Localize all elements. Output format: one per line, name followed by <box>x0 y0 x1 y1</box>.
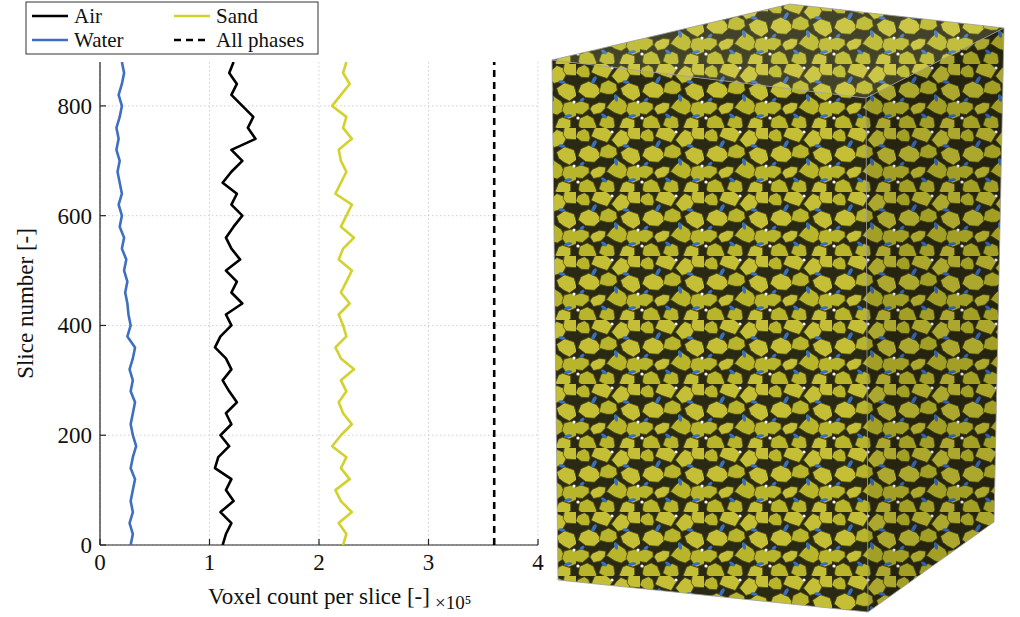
legend-label: Sand <box>216 4 259 28</box>
y-grid-line <box>100 435 538 436</box>
series-line <box>215 62 256 545</box>
x-grid-line <box>100 62 101 545</box>
y-tick <box>100 105 106 106</box>
x-grid-line <box>538 62 539 545</box>
cube-front-face <box>552 60 868 612</box>
legend-label: Air <box>74 4 102 28</box>
series-line <box>493 62 496 545</box>
legend-swatch <box>32 15 68 18</box>
y-tick <box>100 544 106 545</box>
x-grid-line <box>209 62 210 545</box>
plot-area <box>116 62 494 545</box>
legend-label: All phases <box>216 28 304 52</box>
cube-edge <box>868 522 994 612</box>
cube-edge <box>866 28 1004 98</box>
y-tick-label: 200 <box>58 423 93 448</box>
y-tick <box>100 325 106 326</box>
x-tick <box>428 539 429 545</box>
y-tick-label: 400 <box>58 313 93 338</box>
y-tick-label: 0 <box>81 533 93 558</box>
cube-edge <box>552 4 790 60</box>
cube-edge <box>558 580 868 612</box>
x-tick <box>99 539 100 545</box>
y-tick <box>100 435 106 436</box>
x-grid-line <box>319 62 320 545</box>
cube-edge <box>552 60 866 98</box>
x-tick <box>537 539 538 545</box>
cube-edge <box>552 60 558 580</box>
x-scale-label: ×10⁵ <box>435 592 471 613</box>
figure: 0 1 2 3 4 0 200 400 600 800 Voxel count per slice … <box>0 0 1020 617</box>
x-tick-label: 4 <box>532 550 544 575</box>
y-tick <box>100 215 106 216</box>
cube-top-light <box>552 4 1004 98</box>
x-tick <box>318 539 319 545</box>
cube-edge <box>866 98 868 612</box>
x-tick-label: 0 <box>94 550 106 575</box>
legend-swatch <box>174 39 210 42</box>
y-grid-line <box>100 325 538 326</box>
legend-swatch <box>32 39 68 42</box>
y-tick-label: 800 <box>58 94 93 119</box>
rendered-cube <box>552 4 1004 612</box>
legend-label: Water <box>74 28 124 52</box>
legend: AirWater SandAll phases <box>26 2 318 54</box>
y-axis-line <box>99 62 100 545</box>
y-tick-label: 600 <box>58 204 93 229</box>
y-axis-title: Slice number [-] <box>13 228 38 379</box>
x-axis-title: Voxel count per slice [-] <box>208 584 430 609</box>
cube-top-face <box>552 4 1004 98</box>
cube-edge <box>994 28 1004 522</box>
series-line <box>116 62 136 545</box>
x-tick-label: 3 <box>423 550 435 575</box>
cube-edge <box>790 4 1004 28</box>
x-tick-label: 1 <box>204 550 216 575</box>
y-grid-line <box>100 215 538 216</box>
x-grid-line <box>428 62 429 545</box>
y-grid-line <box>100 105 538 106</box>
legend-swatch <box>174 15 210 18</box>
x-tick <box>209 539 210 545</box>
x-tick-label: 2 <box>313 550 325 575</box>
cube-right-shade <box>866 28 1004 612</box>
cube-right-face <box>866 28 1004 612</box>
legend-box <box>26 2 318 54</box>
series-line <box>332 62 354 545</box>
